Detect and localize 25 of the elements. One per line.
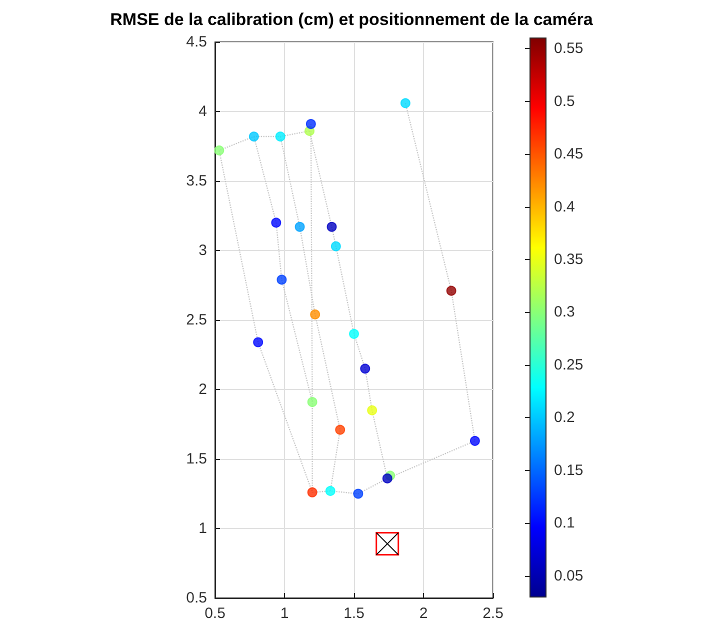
y-tick-label: 2.5 xyxy=(186,312,207,328)
y-tick-label: 0.5 xyxy=(186,590,207,606)
y-tick-label: 4.5 xyxy=(186,34,207,50)
y-tick-label: 4 xyxy=(198,103,207,120)
y-tick-label: 1 xyxy=(198,520,207,537)
color-bar-label: 0.1 xyxy=(554,514,575,532)
color-bar-label: 0.55 xyxy=(554,40,584,58)
color-bar-label: 0.05 xyxy=(554,567,584,584)
color-bar-label: 0.45 xyxy=(554,146,584,163)
x-tick-label: 2.5 xyxy=(482,605,504,622)
color-bar-label: 0.35 xyxy=(554,250,584,268)
color-bar-label: 0.5 xyxy=(554,92,575,110)
color-bar-label: 0.2 xyxy=(554,409,575,426)
x-tick-label: 1 xyxy=(280,605,289,622)
y-tick-label: 3.5 xyxy=(186,172,207,190)
color-bar-label: 0.15 xyxy=(554,462,584,479)
y-tick-label: 1.5 xyxy=(186,450,207,468)
chart-title: RMSE de la calibration (cm) et positionnement de la caméra xyxy=(110,10,594,29)
x-tick-label: 2 xyxy=(419,605,428,622)
color-bar-label: 0.25 xyxy=(554,356,584,374)
y-tick-label: 3 xyxy=(198,242,207,259)
color-bar-label: 0.4 xyxy=(554,198,575,216)
color-bar-label: 0.3 xyxy=(554,304,575,321)
y-tick-label: 2 xyxy=(198,381,207,398)
x-tick-label: 1.5 xyxy=(344,605,364,622)
